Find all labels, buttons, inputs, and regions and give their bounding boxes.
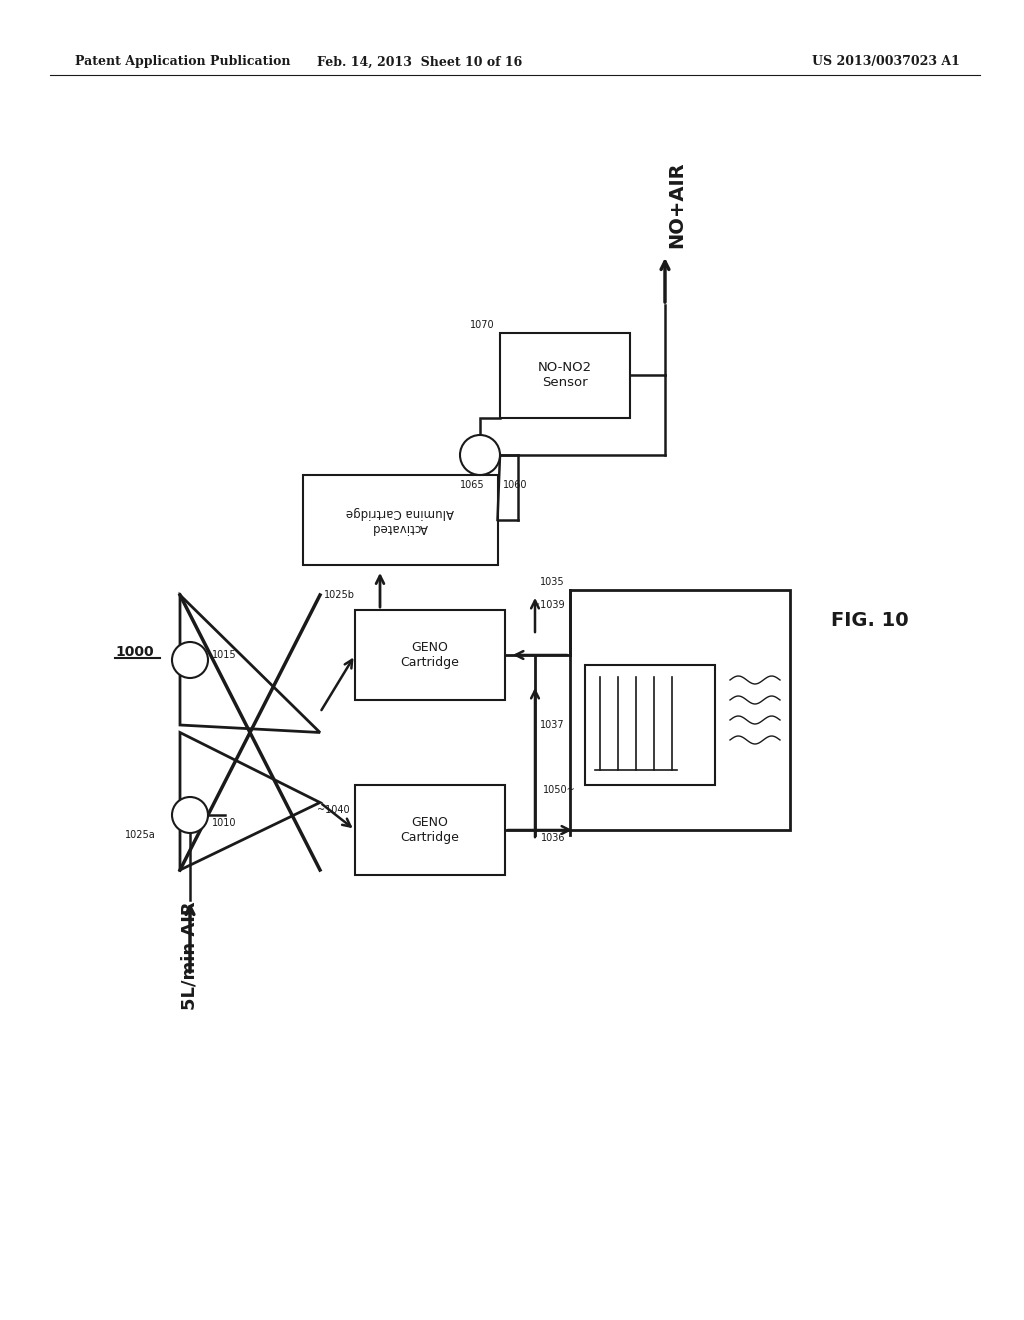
Circle shape [172, 642, 208, 678]
Text: FIG. 10: FIG. 10 [831, 610, 909, 630]
Text: 1060: 1060 [503, 480, 527, 490]
Text: 1025b: 1025b [324, 590, 355, 601]
Bar [585, 665, 715, 785]
Text: ~1039: ~1039 [532, 601, 565, 610]
Text: NO+AIR: NO+AIR [668, 161, 686, 248]
Bar [355, 610, 505, 700]
Text: 5L/min AIR: 5L/min AIR [181, 902, 199, 1010]
Text: GENO
Cartridge: GENO Cartridge [400, 642, 460, 669]
Polygon shape [180, 595, 319, 733]
Text: NO-NO2
Sensor: NO-NO2 Sensor [538, 360, 592, 389]
Bar [570, 590, 790, 830]
Bar [500, 333, 630, 417]
Text: 1037: 1037 [541, 719, 565, 730]
Text: 1010: 1010 [212, 818, 237, 828]
Polygon shape [180, 733, 319, 870]
Text: 1070: 1070 [470, 319, 495, 330]
Text: 1050~: 1050~ [543, 785, 575, 795]
Text: Feb. 14, 2013  Sheet 10 of 16: Feb. 14, 2013 Sheet 10 of 16 [317, 55, 522, 69]
Text: 1035: 1035 [541, 577, 565, 587]
Circle shape [172, 797, 208, 833]
Text: 1025a: 1025a [125, 830, 156, 840]
Text: GENO
Cartridge: GENO Cartridge [400, 816, 460, 843]
Bar [355, 785, 505, 875]
Bar [302, 475, 498, 565]
Text: 1036: 1036 [541, 833, 565, 843]
Text: 1000: 1000 [115, 645, 154, 660]
Circle shape [460, 436, 500, 475]
Text: Activated
Alumina Cartridge: Activated Alumina Cartridge [346, 506, 454, 535]
Text: US 2013/0037023 A1: US 2013/0037023 A1 [812, 55, 961, 69]
Text: 1015: 1015 [212, 649, 237, 660]
Text: 1065: 1065 [460, 480, 484, 490]
Text: Patent Application Publication: Patent Application Publication [75, 55, 291, 69]
Text: ~1040: ~1040 [317, 805, 350, 814]
